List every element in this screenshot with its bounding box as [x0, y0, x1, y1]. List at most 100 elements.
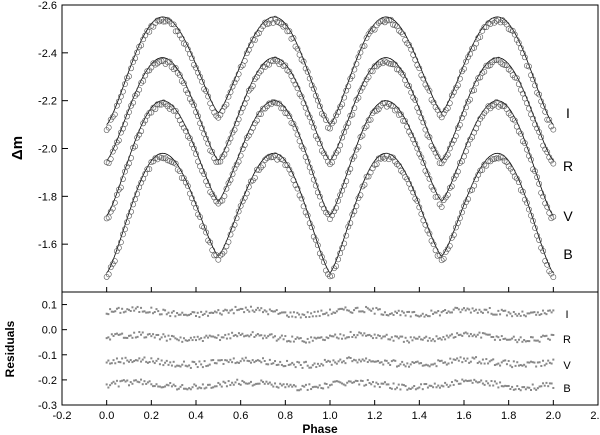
data-point: [168, 104, 175, 111]
residual-point: [495, 335, 498, 338]
residual-point: [499, 364, 502, 367]
data-point: [339, 101, 346, 108]
residual-point: [363, 332, 366, 335]
data-point: [219, 250, 226, 257]
data-point: [457, 75, 463, 82]
data-point: [442, 249, 449, 255]
residual-point: [540, 364, 543, 367]
residual-point: [244, 334, 247, 337]
residual-point: [463, 357, 465, 360]
residual-point: [265, 336, 268, 339]
residual-point: [311, 315, 314, 318]
data-point: [471, 87, 478, 94]
data-point: [345, 169, 352, 176]
data-point: [455, 125, 461, 131]
residual-point: [495, 363, 498, 366]
data-point: [536, 237, 543, 243]
residual-point: [383, 335, 386, 338]
residual-point: [337, 308, 340, 311]
data-point: [197, 120, 203, 127]
residual-point: [112, 359, 115, 362]
residual-point: [399, 314, 402, 317]
data-point: [383, 17, 390, 24]
residual-point: [511, 366, 514, 369]
data-point: [282, 110, 289, 117]
data-point: [231, 79, 238, 86]
residual-point: [542, 382, 545, 385]
data-point: [105, 214, 112, 221]
residual-point: [311, 386, 314, 389]
x-tick-label: 1.0: [322, 410, 337, 422]
residual-point: [452, 308, 455, 311]
residual-point: [244, 382, 247, 385]
residual-point: [404, 314, 407, 317]
data-point: [249, 83, 256, 89]
residual-point: [475, 380, 478, 383]
data-point: [316, 103, 323, 110]
residual-point: [483, 308, 486, 311]
residual-point: [201, 366, 204, 369]
data-point: [388, 16, 394, 23]
residual-point: [177, 313, 180, 316]
data-point: [499, 17, 506, 24]
data-point: [485, 157, 492, 164]
data-point: [519, 188, 526, 195]
data-point: [339, 187, 346, 194]
data-point: [459, 114, 465, 121]
data-point: [540, 102, 547, 109]
data-point: [229, 171, 236, 178]
residual-point: [505, 363, 508, 366]
data-point: [400, 71, 406, 78]
residual-point: [275, 364, 278, 367]
residual-point: [440, 359, 443, 362]
residual-point: [341, 361, 344, 364]
residual-point: [423, 364, 426, 367]
residual-point: [301, 340, 304, 343]
residual-point: [105, 361, 108, 364]
residual-point: [191, 339, 194, 342]
residual-point: [438, 386, 441, 389]
residual-point: [468, 335, 471, 338]
residual-point: [256, 333, 259, 336]
residual-point: [268, 381, 271, 384]
residual-point: [480, 362, 483, 365]
data-point: [144, 112, 151, 119]
data-point: [298, 56, 305, 63]
residual-point: [533, 339, 536, 342]
data-point: [501, 19, 508, 26]
residual-point: [438, 360, 441, 363]
residual-point: [158, 338, 161, 341]
residual-point: [344, 362, 347, 365]
residual-point: [481, 358, 484, 361]
data-point: [363, 173, 370, 180]
residual-point: [243, 335, 246, 338]
residual-point: [392, 359, 395, 362]
data-point: [345, 120, 352, 126]
data-point: [465, 196, 471, 202]
residual-band-label-B: B: [563, 383, 570, 395]
residual-point: [548, 361, 551, 364]
residual-point: [258, 334, 261, 337]
data-point: [349, 211, 356, 218]
data-point: [158, 58, 165, 64]
residual-point: [349, 330, 352, 333]
residual-point: [126, 379, 129, 382]
residual-point: [547, 309, 550, 312]
data-point: [197, 73, 203, 80]
bottom-y-axis-title: Residuals: [3, 320, 17, 377]
residual-point: [246, 359, 249, 362]
residual-point: [213, 336, 216, 339]
data-point: [184, 133, 191, 140]
residual-point: [318, 314, 321, 317]
data-point: [126, 109, 132, 115]
data-point: [359, 183, 366, 190]
residual-point: [292, 384, 295, 387]
residual-point: [282, 338, 285, 341]
residual-point: [241, 307, 244, 310]
residual-point: [507, 311, 510, 314]
residual-point: [418, 335, 421, 338]
data-point: [499, 154, 506, 161]
data-point: [428, 237, 435, 244]
data-point: [249, 124, 256, 131]
residual-point: [292, 363, 295, 366]
